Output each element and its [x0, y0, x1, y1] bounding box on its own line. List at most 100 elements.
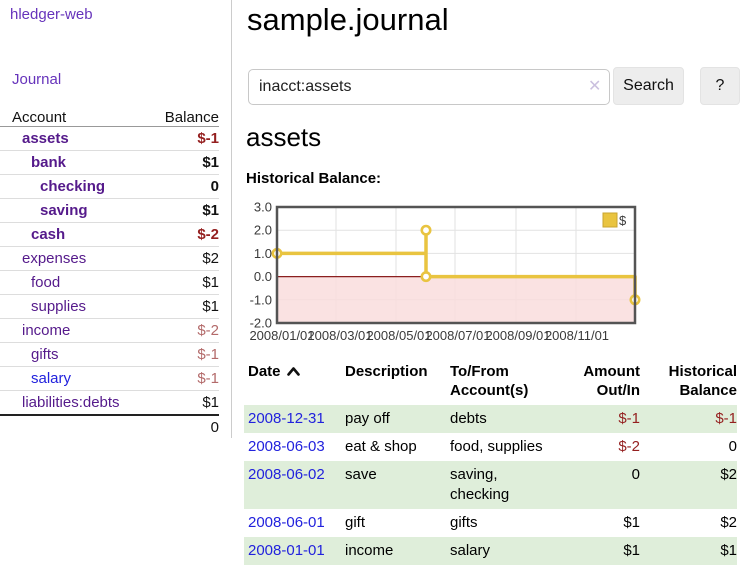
account-link[interactable]: checking — [40, 178, 106, 195]
account-heading: assets — [246, 122, 322, 152]
account-balance: $2 — [202, 250, 219, 267]
account-row-liabilities-debts: liabilities:debts $1 — [0, 391, 219, 416]
search-button[interactable]: Search — [613, 67, 684, 105]
account-link[interactable]: bank — [31, 154, 67, 171]
accounts-header-balance: Balance — [164, 109, 219, 126]
account-link[interactable]: supplies — [31, 298, 87, 315]
historical-balance-chart: $ 3.0 2.0 1.0 0.0 -1.0 -2.0 2008/01/01 2… — [249, 200, 641, 343]
transaction-date-link[interactable]: 2008-01-01 — [248, 542, 325, 559]
transaction-amount: 0 — [631, 466, 640, 483]
column-header-accounts: To/From Account(s) — [450, 363, 529, 399]
x-axis-tick: 2008/09/01 — [485, 328, 550, 343]
account-link[interactable]: gifts — [31, 346, 59, 363]
x-axis-tick: 2008/05/01 — [366, 328, 431, 343]
clear-search-icon[interactable]: ✕ — [588, 78, 602, 95]
transaction-balance: $2 — [720, 514, 737, 531]
account-link[interactable]: income — [22, 322, 71, 339]
y-axis-tick: -2.0 — [250, 316, 272, 331]
register-header-row: Date Description To/From Account(s) Amou… — [244, 362, 737, 405]
transaction-balance: $1 — [720, 542, 737, 559]
transaction-description: income — [345, 542, 394, 559]
transaction-date-link[interactable]: 2008-06-02 — [248, 466, 325, 483]
account-balance: $1 — [202, 394, 219, 411]
account-row-cash: cash $-2 — [0, 223, 219, 247]
data-point-marker — [420, 271, 432, 283]
account-link[interactable]: food — [31, 274, 61, 291]
account-balance: $1 — [202, 298, 219, 315]
transaction-description: gift — [345, 514, 366, 531]
register-row: 2008-06-01 gift gifts $1 $2 — [244, 509, 737, 537]
y-axis-tick: -1.0 — [250, 292, 272, 307]
column-header-balance: Historical Balance — [668, 363, 737, 399]
account-row-food: food $1 — [0, 271, 219, 295]
account-balance: $-1 — [197, 370, 219, 387]
y-axis-tick: 1.0 — [254, 246, 272, 261]
account-row-expenses: expenses $2 — [0, 247, 219, 271]
account-row-checking: checking 0 — [0, 175, 219, 199]
negative-region — [277, 276, 635, 323]
accounts-tree: Account Balance assets $-1 bank $1 check… — [0, 104, 219, 439]
transaction-date-link[interactable]: 2008-06-03 — [248, 438, 325, 455]
register-row: 2008-06-02 save saving, checking 0 $2 — [244, 461, 737, 509]
account-link[interactable]: cash — [31, 226, 66, 243]
transaction-amount: $1 — [623, 542, 640, 559]
transaction-description: pay off — [345, 410, 390, 427]
column-header-date[interactable]: Date — [244, 362, 345, 405]
account-link[interactable]: assets — [22, 130, 69, 147]
y-axis-ticks: 3.0 2.0 1.0 0.0 -1.0 -2.0 — [250, 200, 272, 331]
account-link[interactable]: salary — [31, 370, 72, 387]
transaction-amount: $1 — [623, 514, 640, 531]
x-axis-tick: 2008/01/01 — [249, 328, 314, 343]
sidebar-item-journal[interactable]: Journal — [12, 71, 62, 88]
legend-swatch — [602, 212, 618, 228]
transaction-accounts: gifts — [450, 514, 478, 531]
transaction-date-link[interactable]: 2008-12-31 — [248, 410, 325, 427]
sort-ascending-icon — [286, 367, 300, 376]
plot-border — [275, 205, 637, 325]
transaction-balance: $-1 — [715, 410, 737, 427]
x-axis-tick: 2008/11/01 — [545, 328, 609, 343]
transaction-description: save — [345, 466, 377, 483]
column-header-amount: Amount Out/In — [583, 363, 640, 399]
account-balance: $-2 — [197, 322, 219, 339]
register-row: 2008-01-01 income salary $1 $1 — [244, 537, 737, 565]
account-row-gifts: gifts $-1 — [0, 343, 219, 367]
account-balance: $1 — [202, 154, 219, 171]
transaction-accounts: salary — [450, 542, 491, 559]
y-axis-tick: 0.0 — [254, 269, 272, 284]
account-link[interactable]: liabilities:debts — [22, 394, 120, 411]
account-row-income: income $-2 — [0, 319, 219, 343]
transaction-amount: $-1 — [618, 410, 640, 427]
account-balance: $-1 — [197, 130, 219, 147]
column-header-description: Description — [345, 363, 428, 380]
legend-label: $ — [619, 213, 627, 228]
account-link[interactable]: expenses — [22, 250, 87, 267]
help-button[interactable]: ? — [700, 67, 740, 105]
page-title: sample.journal — [247, 2, 449, 37]
transaction-accounts: food, supplies — [450, 438, 543, 455]
y-axis-tick: 3.0 — [254, 200, 272, 215]
transaction-amount: $-2 — [618, 438, 640, 455]
account-row-salary: salary $-1 — [0, 367, 219, 391]
y-axis-tick: 2.0 — [254, 223, 272, 238]
account-balance: $1 — [202, 274, 219, 291]
column-header-date-label: Date — [248, 363, 281, 380]
accounts-total-row: 0 — [0, 416, 219, 439]
account-balance: $-2 — [197, 226, 219, 243]
account-link[interactable]: saving — [40, 202, 88, 219]
accounts-header-account: Account — [12, 109, 67, 126]
register-table: Date Description To/From Account(s) Amou… — [244, 362, 737, 565]
x-axis-ticks: 2008/01/01 2008/03/01 2008/05/01 2008/07… — [249, 328, 609, 343]
account-balance: $-1 — [197, 346, 219, 363]
register-row: 2008-06-03 eat & shop food, supplies $-2… — [244, 433, 737, 461]
transaction-date-link[interactable]: 2008-06-01 — [248, 514, 325, 531]
transaction-balance: 0 — [728, 438, 737, 455]
account-row-supplies: supplies $1 — [0, 295, 219, 319]
accounts-total: 0 — [210, 419, 219, 436]
search-input[interactable] — [248, 69, 610, 105]
brand-link[interactable]: hledger-web — [10, 6, 93, 23]
register-row: 2008-12-31 pay off debts $-1 $-1 — [244, 405, 737, 433]
account-row-assets: assets $-1 — [0, 127, 219, 151]
account-row-saving: saving $1 — [0, 199, 219, 223]
